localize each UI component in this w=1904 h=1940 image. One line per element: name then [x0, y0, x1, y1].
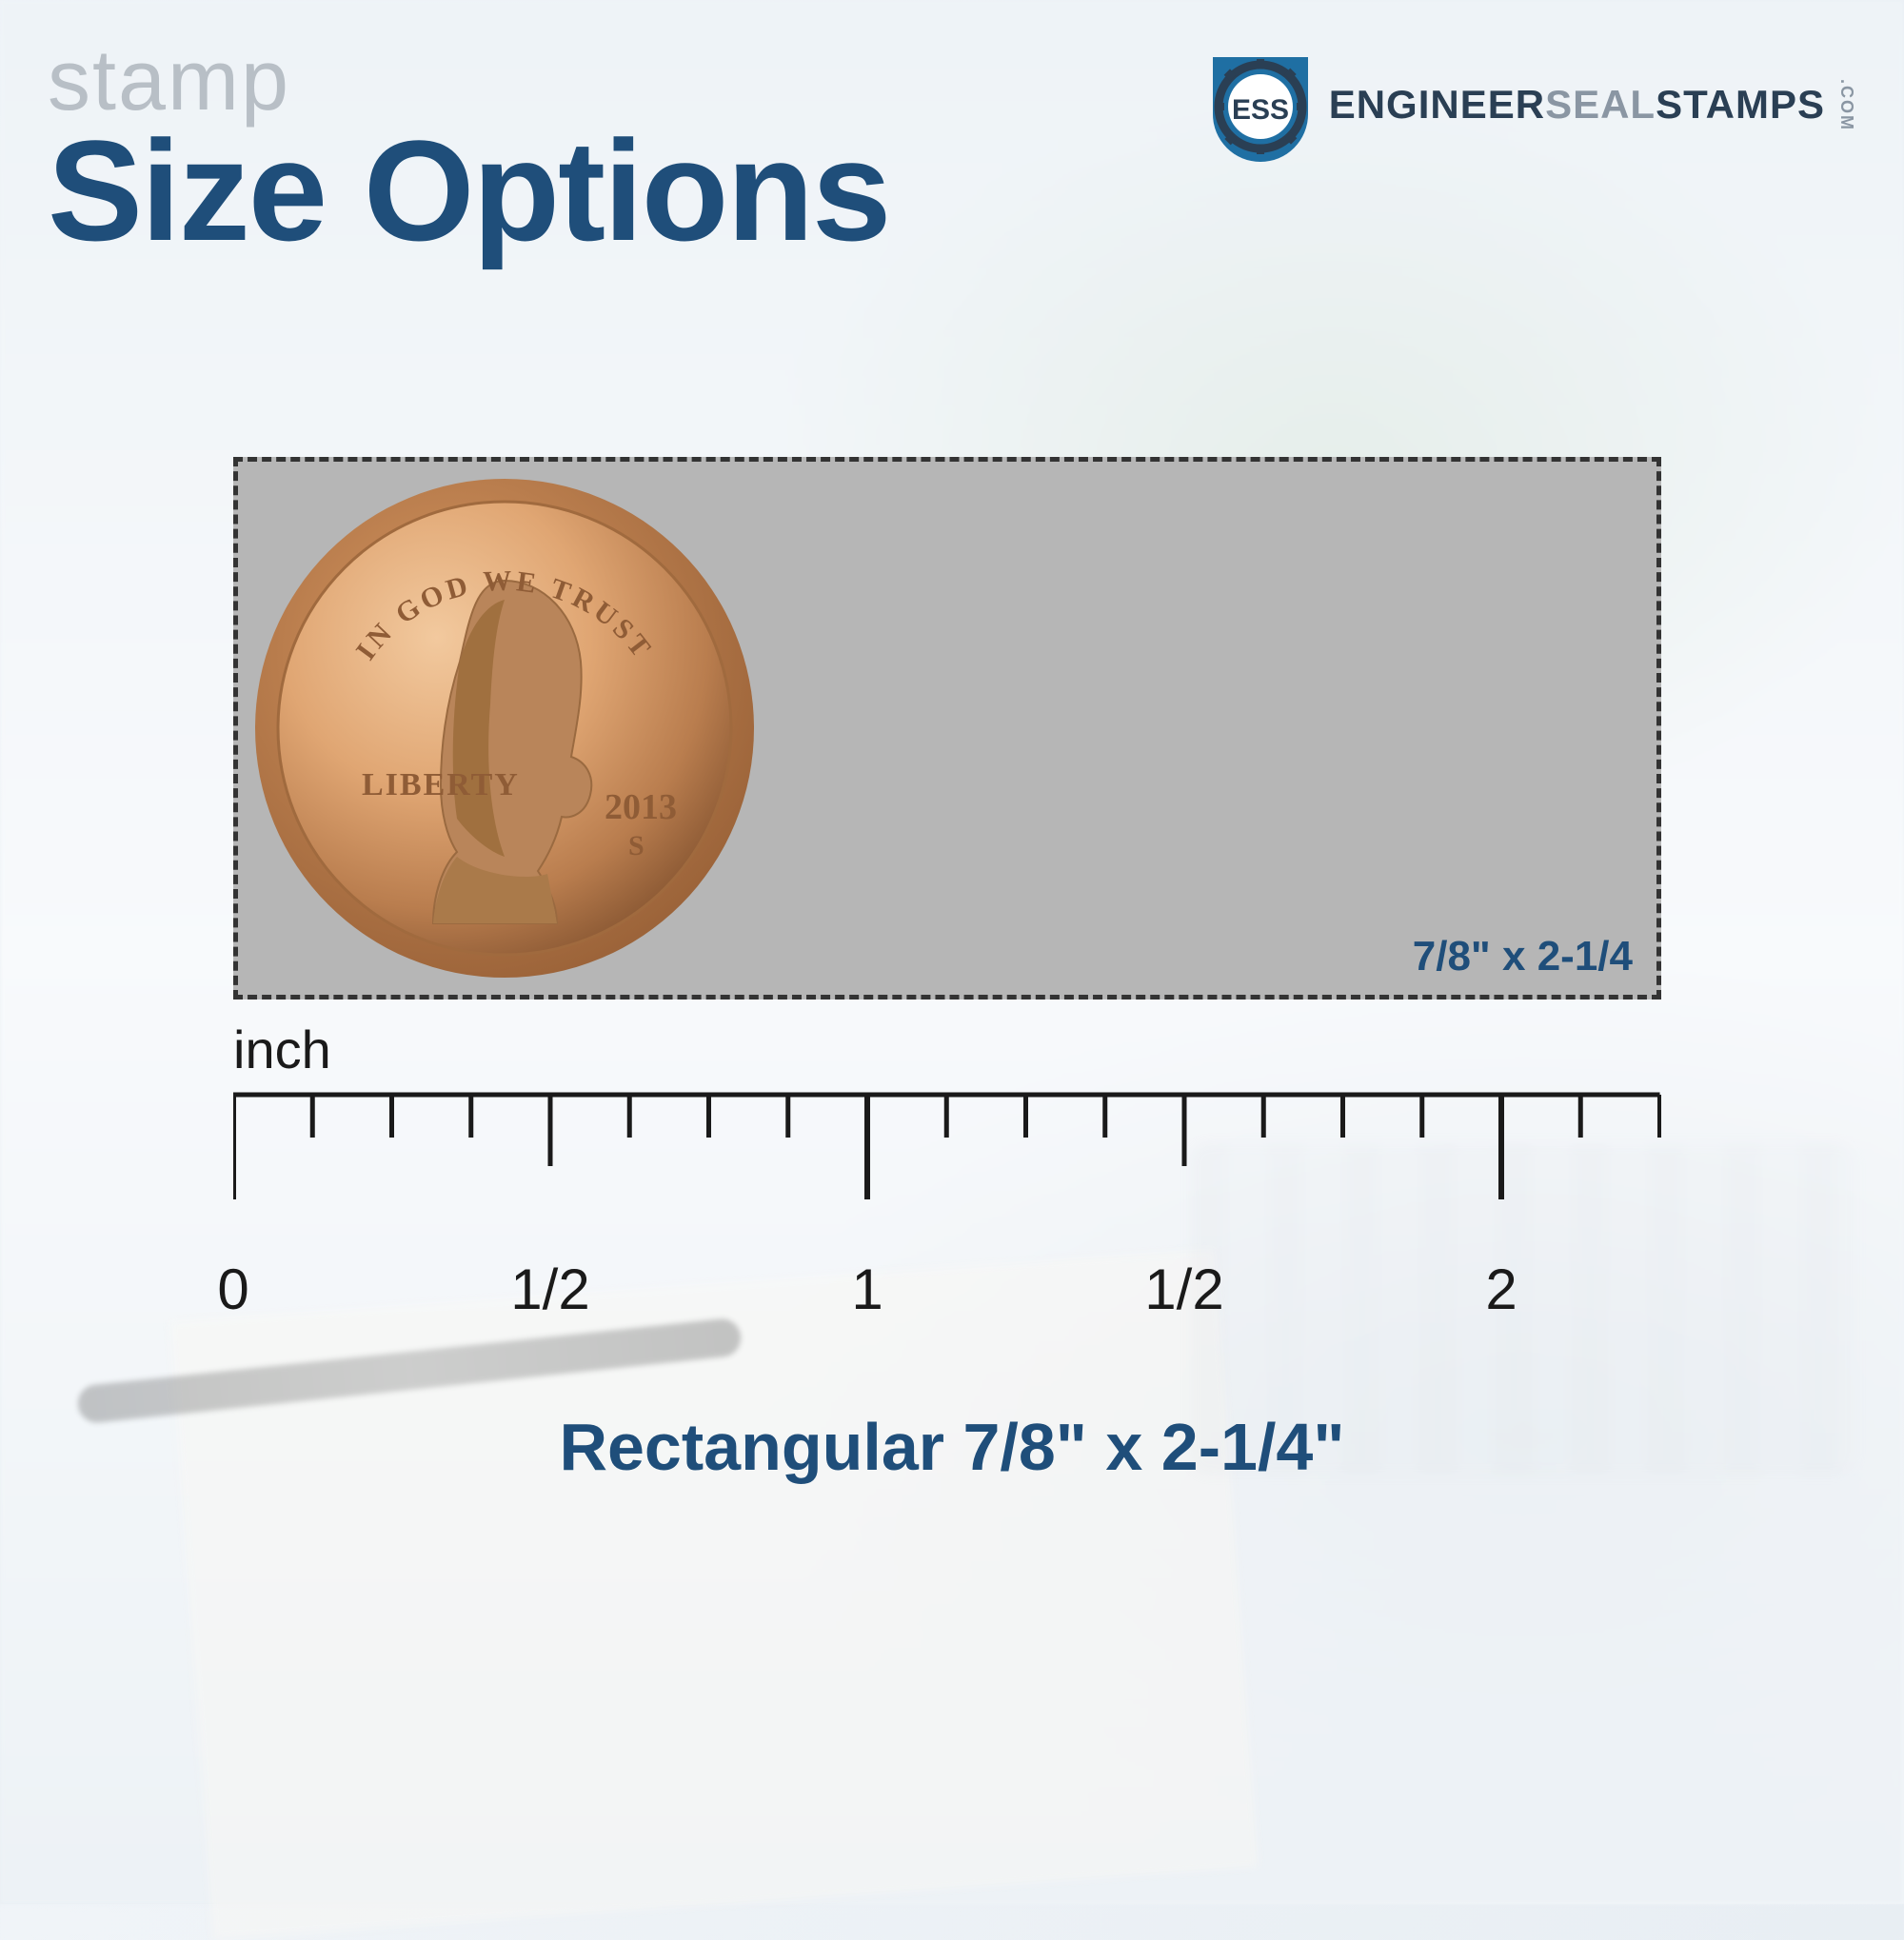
svg-text:LIBERTY: LIBERTY — [362, 767, 520, 802]
ruler-unit-label: inch — [233, 1019, 1661, 1080]
ruler: inch 01/211/22 — [233, 1019, 1661, 1333]
ruler-tick-label: 1/2 — [510, 1257, 589, 1322]
ess-badge-icon: ESS — [1203, 48, 1318, 162]
brand-tld: .COM — [1836, 79, 1856, 131]
penny-coin-icon: IN GOD WE TRUST LIBERTY 2013 S — [252, 476, 757, 980]
svg-text:S: S — [628, 830, 645, 861]
stamp-size-box: IN GOD WE TRUST LIBERTY 2013 S 7/8" x 2-… — [233, 457, 1661, 1000]
header: stamp Size Options ESS ENGINEERSEALSTAMP… — [48, 38, 1856, 262]
svg-text:2013: 2013 — [605, 787, 677, 827]
title-block: stamp Size Options — [48, 38, 889, 262]
ruler-tick-label: 1 — [851, 1257, 883, 1322]
brand-logo: ESS ENGINEERSEALSTAMPS .COM — [1203, 48, 1856, 162]
ruler-ticks — [233, 1090, 1661, 1242]
page-title: Size Options — [48, 119, 889, 262]
ruler-tick-label: 1/2 — [1144, 1257, 1223, 1322]
brand-name: ENGINEERSEALSTAMPS — [1329, 82, 1825, 128]
ruler-tick-label: 0 — [217, 1257, 248, 1322]
ruler-numbers: 01/211/22 — [233, 1257, 1661, 1333]
svg-text:ESS: ESS — [1232, 94, 1289, 126]
stamp-dimensions-label: 7/8" x 2-1/4 — [1413, 933, 1633, 980]
ruler-tick-label: 2 — [1485, 1257, 1517, 1322]
footer-size-label: Rectangular 7/8" x 2-1/4" — [0, 1409, 1904, 1485]
